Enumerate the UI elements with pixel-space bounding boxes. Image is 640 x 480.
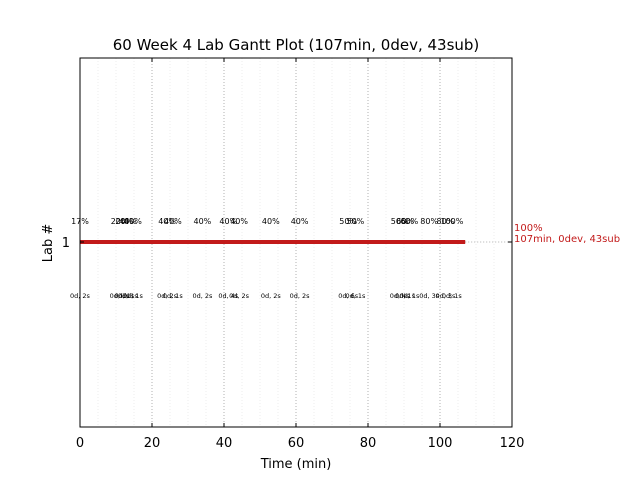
submission-percent: 40%	[291, 217, 309, 226]
submission-info: 0d, 2s	[229, 292, 250, 300]
submission-info: 0d, 1s	[110, 292, 131, 300]
x-tick-label: 80	[360, 436, 377, 451]
submission-percent: 50%	[347, 217, 365, 226]
submission-percent: 80%	[420, 217, 438, 226]
submission-info: 0d, 2s	[157, 292, 178, 300]
submission-percent: 20%	[115, 217, 133, 226]
submission-percent: 40%	[124, 217, 142, 226]
submission-info: 0d, 3s	[419, 292, 440, 300]
submission-percent: 100%	[440, 217, 463, 226]
submission-info: 0d, 4s	[218, 292, 239, 300]
submission-info: 0d, 1s	[114, 292, 135, 300]
x-tick-label: 120	[500, 436, 525, 451]
x-tick-label: 20	[144, 436, 161, 451]
submission-percent: 50%	[339, 217, 357, 226]
submission-percent: 80%	[437, 217, 455, 226]
submission-info: 0d, 1s	[442, 292, 463, 300]
lane-label: 1	[62, 236, 70, 251]
x-axis-label: Time (min)	[260, 457, 332, 472]
submission-info: 0d, 6s	[338, 292, 359, 300]
submission-info: 0d, 2s	[290, 292, 311, 300]
lane-end-summary: 107min, 0dev, 43sub	[514, 234, 620, 245]
chart-title: 60 Week 4 Lab Gantt Plot (107min, 0dev, …	[113, 36, 480, 54]
y-axis-label: Lab #	[41, 224, 56, 263]
submission-info: 0d, 1s	[118, 292, 139, 300]
lane-end-percent: 100%	[514, 223, 543, 234]
submission-info: 0d, 1s	[345, 292, 366, 300]
submission-info: 0d, 3s	[435, 292, 456, 300]
x-tick-label: 0	[76, 436, 84, 451]
x-tick-label: 100	[428, 436, 453, 451]
submission-info: 0d, 1s	[163, 292, 184, 300]
submission-percent: 40%	[164, 217, 182, 226]
submission-info: 0d, 2s	[192, 292, 213, 300]
submission-info: 0d, 1s	[395, 292, 416, 300]
x-tick-label: 40	[216, 436, 233, 451]
submission-info: 0d, 2s	[261, 292, 282, 300]
submission-percent: 40%	[158, 217, 176, 226]
lane-bars: 100%107min, 0dev, 43sub	[80, 223, 620, 245]
submission-percent: 60%	[396, 217, 414, 226]
submission-percent: 60%	[401, 217, 419, 226]
submission-percent: 40%	[119, 217, 137, 226]
submission-percent: 50%	[391, 217, 409, 226]
submission-percent: 40%	[230, 217, 248, 226]
submission-percent: 40%	[262, 217, 280, 226]
submission-info: 0d, 1s	[399, 292, 420, 300]
submission-info: 0d, 4s	[390, 292, 411, 300]
axes: 1 0 20 40 60 80 100 120	[62, 57, 525, 451]
submission-percent: 40%	[219, 217, 237, 226]
submission-info: 0d, 1s	[123, 292, 144, 300]
submission-percent: 20%	[111, 217, 129, 226]
x-tick-label: 60	[288, 436, 305, 451]
submission-percent: 40%	[194, 217, 212, 226]
